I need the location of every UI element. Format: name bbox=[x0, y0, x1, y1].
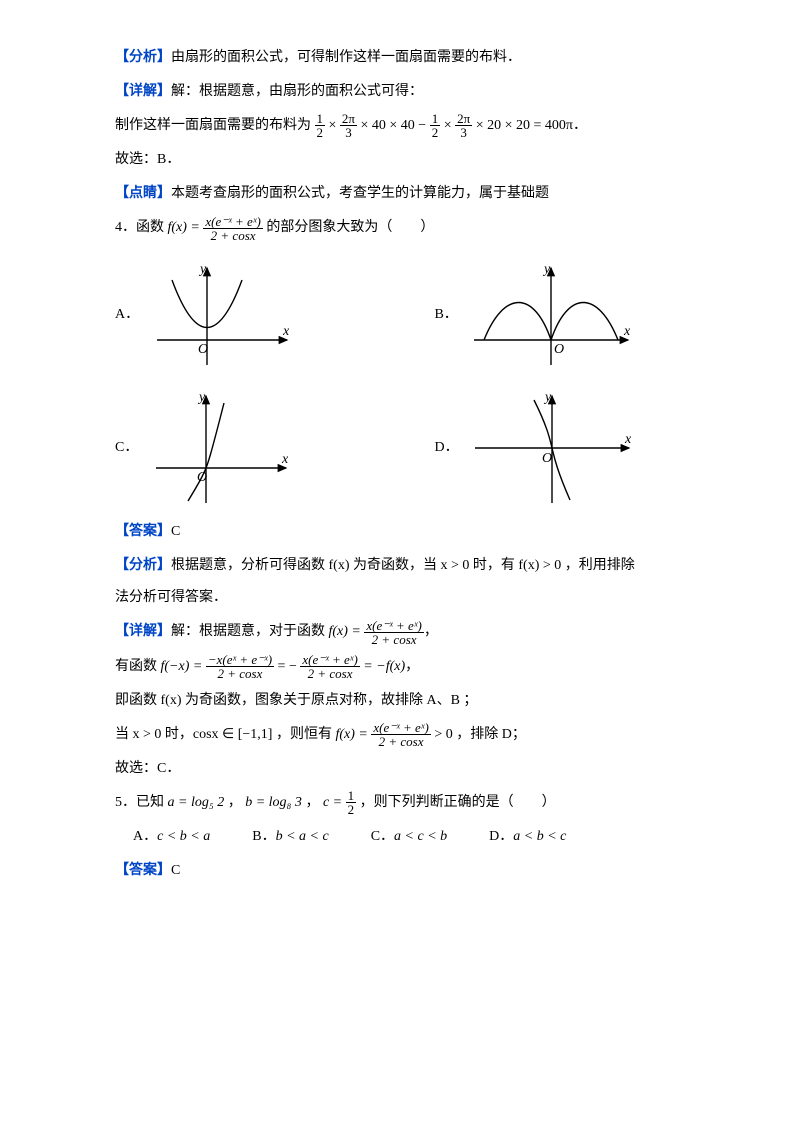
q4-therefore: 故选：C． bbox=[115, 755, 694, 783]
svg-text:y: y bbox=[197, 390, 206, 405]
q3-fabric-prefix: 制作这样一面扇面需要的布料为 bbox=[115, 118, 311, 133]
q4-graph-cell-a: A． y x O bbox=[115, 260, 434, 370]
q5-a-def: a = log₅ 2 bbox=[168, 795, 225, 810]
svg-text:y: y bbox=[198, 262, 207, 277]
q4-graph-cell-d: D． y x O bbox=[434, 388, 694, 508]
q4-detail-label: 【详解】 bbox=[115, 625, 171, 640]
q4-graph-cell-c: C． y x O bbox=[115, 388, 434, 508]
q4-func-3: f(x) = x(e⁻ˣ + eˣ)2 + cosx > 0 bbox=[335, 721, 452, 749]
q4-detail-l2-suffix: ， bbox=[405, 659, 419, 674]
q4-stem-suffix: 的部分图象大致为（ ） bbox=[266, 220, 434, 235]
q4-analysis-1: 【分析】根据题意，分析可得函数 f(x) 为奇函数，当 x > 0 时，有 f(… bbox=[115, 552, 694, 580]
svg-text:O: O bbox=[197, 470, 207, 485]
q4-pos-suffix: ，排除 D； bbox=[456, 727, 526, 742]
q3-dianjing: 【点睛】本题考查扇形的面积公式，考查学生的计算能力，属于基础题 bbox=[115, 180, 694, 208]
q3-detail-label: 【详解】 bbox=[115, 84, 171, 99]
q3-dianjing-text: 本题考查扇形的面积公式，考查学生的计算能力，属于基础题 bbox=[171, 186, 549, 201]
q4-graph-a: y x O bbox=[147, 260, 297, 370]
q4-number: 4． bbox=[115, 220, 136, 235]
q3-fabric-line: 制作这样一面扇面需要的布料为 12 × 2π3 × 40 × 40 − 12 ×… bbox=[115, 112, 694, 140]
q4-graph-c: y x O bbox=[146, 388, 296, 508]
q3-analysis-text: 由扇形的面积公式，可得制作这样一面扇面需要的布料． bbox=[171, 50, 521, 65]
q3-therefore: 故选：B． bbox=[115, 146, 694, 174]
q4-graph-row-2: C． y x O D． y x O bbox=[115, 388, 694, 508]
q5-stem-2: ，则下列判断正确的是（ ） bbox=[360, 795, 556, 810]
svg-text:x: x bbox=[281, 452, 289, 467]
q5-choices: A．c < b < a B．b < a < c C．a < c < b D．a … bbox=[133, 823, 694, 851]
svg-text:O: O bbox=[542, 451, 552, 466]
q5-answer-val: C bbox=[171, 863, 180, 878]
q4-answer: 【答案】C bbox=[115, 518, 694, 546]
q4-opt-c: C． bbox=[115, 434, 138, 462]
q4-analysis-label: 【分析】 bbox=[115, 558, 171, 573]
svg-text:O: O bbox=[198, 342, 208, 357]
q4-func-2: f(x) = x(e⁻ˣ + eˣ)2 + cosx bbox=[329, 618, 424, 646]
q5-opt-c: C．a < c < b bbox=[371, 823, 447, 851]
q3-fabric-result: ． bbox=[573, 118, 587, 133]
svg-text:y: y bbox=[543, 390, 552, 405]
q4-opt-a: A． bbox=[115, 301, 139, 329]
q3-analysis: 【分析】由扇形的面积公式，可得制作这样一面扇面需要的布料． bbox=[115, 44, 694, 72]
q4-detail-l2-prefix: 有函数 bbox=[115, 659, 157, 674]
q4-graph-row-1: A． y x O B． y x O bbox=[115, 260, 694, 370]
q4-detail-l1-suffix: ， bbox=[424, 625, 438, 640]
q5-opt-a: A．c < b < a bbox=[133, 823, 210, 851]
svg-text:O: O bbox=[554, 342, 564, 357]
q4-answer-val: C bbox=[171, 524, 180, 539]
q5-answer-label: 【答案】 bbox=[115, 863, 171, 878]
q4-opt-d: D． bbox=[434, 434, 458, 462]
svg-text:y: y bbox=[542, 262, 551, 277]
q4-func: f(x) = x(e⁻ˣ + eˣ)2 + cosx bbox=[168, 214, 263, 242]
svg-text:x: x bbox=[623, 324, 631, 339]
q5-opt-d: D．a < b < c bbox=[489, 823, 566, 851]
q3-detail-1: 【详解】解：根据题意，由扇形的面积公式可得： bbox=[115, 78, 694, 106]
q4-pos-prefix: 当 x > 0 时，cosx ∈ [−1,1] ，则恒有 bbox=[115, 727, 332, 742]
q4-opt-b: B． bbox=[434, 301, 457, 329]
q4-stem-prefix: 函数 bbox=[136, 220, 164, 235]
q5-answer: 【答案】C bbox=[115, 857, 694, 885]
q4-detail-line2: 有函数 f(−x) = −x(eˣ + e⁻ˣ)2 + cosx = − x(e… bbox=[115, 653, 694, 681]
q4-detail-line1: 【详解】解：根据题意，对于函数 f(x) = x(e⁻ˣ + eˣ)2 + co… bbox=[115, 618, 694, 646]
q4-stem: 4．函数 f(x) = x(e⁻ˣ + eˣ)2 + cosx 的部分图象大致为… bbox=[115, 214, 694, 242]
q3-expr: 12 × 2π3 × 40 × 40 − 12 × 2π3 × 20 × 20 … bbox=[315, 112, 573, 140]
q5-b-def: b = log₈ 3 bbox=[245, 795, 302, 810]
q5-stem: 5．已知 a = log₅ 2 ， b = log₈ 3 ， c = 12 ，则… bbox=[115, 789, 694, 817]
q5-stem-1: 已知 bbox=[136, 795, 164, 810]
q4-analysis-2: 法分析可得答案． bbox=[115, 584, 694, 612]
q3-dianjing-label: 【点睛】 bbox=[115, 186, 171, 201]
q4-graph-b: y x O bbox=[466, 260, 636, 370]
q4-answer-label: 【答案】 bbox=[115, 524, 171, 539]
q3-detail-prefix: 解：根据题意，由扇形的面积公式可得： bbox=[171, 84, 423, 99]
q5-number: 5． bbox=[115, 795, 136, 810]
q4-pos-line: 当 x > 0 时，cosx ∈ [−1,1] ，则恒有 f(x) = x(e⁻… bbox=[115, 721, 694, 749]
q4-odd-text: 即函数 f(x) 为奇函数，图象关于原点对称，故排除 A、B ； bbox=[115, 687, 694, 715]
q4-graph-d: y x O bbox=[467, 388, 637, 508]
q5-opt-b: B．b < a < c bbox=[252, 823, 328, 851]
q4-analysis-t1: 根据题意，分析可得函数 f(x) 为奇函数，当 x > 0 时，有 f(x) >… bbox=[171, 558, 635, 573]
q4-detail-l1-prefix: 解：根据题意，对于函数 bbox=[171, 625, 325, 640]
svg-text:x: x bbox=[282, 324, 290, 339]
q4-graph-cell-b: B． y x O bbox=[434, 260, 694, 370]
q3-analysis-label: 【分析】 bbox=[115, 50, 171, 65]
svg-text:x: x bbox=[624, 432, 632, 447]
q4-neg-func: f(−x) = −x(eˣ + e⁻ˣ)2 + cosx = − x(e⁻ˣ +… bbox=[161, 653, 406, 681]
q5-c-lhs: c = bbox=[323, 795, 342, 810]
